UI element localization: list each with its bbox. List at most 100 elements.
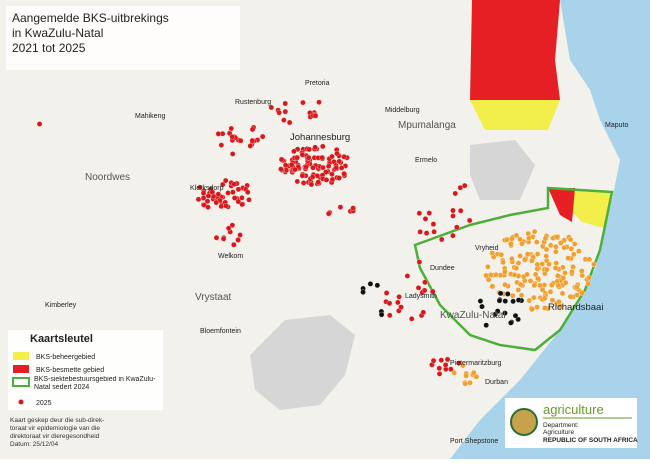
outbreak-dot [220, 236, 227, 242]
outbreak-dot [513, 265, 520, 271]
outbreak-dot [527, 278, 534, 284]
outbreak-dot [461, 182, 468, 189]
outbreak-dot [502, 281, 508, 288]
outbreak-dot [557, 303, 564, 310]
outbreak-dot [282, 108, 289, 115]
outbreak-dot [422, 216, 429, 222]
outbreak-dot [585, 281, 591, 287]
outbreak-dot [555, 282, 561, 289]
outbreak-dot [457, 207, 464, 214]
outbreak-dot [398, 304, 404, 310]
outbreak-dot [500, 259, 506, 266]
outbreak-dot [420, 309, 427, 316]
outbreak-dot [555, 272, 561, 279]
outbreak-dot [524, 271, 530, 278]
title-box [6, 6, 240, 70]
outbreak-dot [549, 297, 556, 303]
outbreak-dot [493, 271, 499, 278]
outbreak-dot [303, 164, 309, 170]
place-label: Maputo [605, 122, 628, 129]
outbreak-dot [576, 248, 582, 254]
outbreak-dot [496, 297, 503, 304]
logo-dept: Department: [543, 422, 579, 429]
outbreak-dot [200, 190, 207, 196]
outbreak-dot [537, 282, 543, 289]
outbreak-dot [338, 165, 345, 171]
outbreak-dot [457, 184, 464, 191]
outbreak-dot [442, 362, 449, 368]
outbreak-dot [276, 109, 282, 116]
credit: Datum: 25/12/04 [10, 441, 58, 448]
outbreak-dot [350, 205, 356, 211]
outbreak-dot [531, 282, 538, 289]
outbreak-dot [387, 312, 393, 319]
outbreak-dot [239, 201, 245, 208]
place-label: Pretoria [305, 80, 330, 87]
outbreak-dot [300, 180, 307, 186]
place-label: Richardsbaai [548, 302, 603, 313]
outbreak-dot [219, 181, 226, 188]
outbreak-dot [586, 274, 592, 281]
outbreak-dot [547, 242, 554, 249]
outbreak-dot [281, 117, 287, 123]
outbreak-dot [456, 360, 462, 366]
outbreak-dot [218, 203, 224, 210]
outbreak-dot [333, 164, 340, 171]
outbreak-dot [509, 235, 515, 242]
outbreak-dot [505, 291, 511, 297]
outbreak-dot [431, 229, 437, 235]
place-label: Vrystaat [195, 292, 232, 303]
credit: Kaart geskep deur die sub-direk- [10, 417, 104, 424]
outbreak-dot [195, 196, 202, 203]
place-label: KwaZulu-Natal [440, 310, 506, 321]
outbreak-dot [249, 137, 256, 144]
outbreak-dot [429, 288, 436, 295]
outbreak-dot [502, 298, 509, 304]
outbreak-dot [473, 374, 480, 380]
lesotho [250, 315, 355, 410]
outbreak-dot [374, 282, 381, 289]
outbreak-dot [205, 204, 211, 210]
outbreak-dot [571, 241, 578, 247]
outbreak-dot [586, 256, 593, 263]
outbreak-dot [509, 292, 516, 299]
legend-swatch [18, 399, 24, 405]
outbreak-dot [229, 222, 236, 228]
outbreak-dot [567, 293, 574, 300]
outbreak-dot [235, 186, 242, 193]
outbreak-dot [525, 230, 531, 237]
place-label: Noordwes [85, 172, 130, 183]
title: in KwaZulu-Natal [12, 26, 103, 40]
outbreak-dot [310, 164, 316, 171]
outbreak-dot [466, 217, 473, 224]
outbreak-dot [222, 177, 229, 184]
outbreak-dot [367, 281, 374, 287]
outbreak-dot [552, 265, 559, 271]
outbreak-dot [378, 311, 385, 318]
outbreak-dot [497, 290, 504, 297]
outbreak-dot [515, 297, 522, 303]
outbreak-dot [237, 137, 244, 144]
place-label: Mpumalanga [398, 120, 456, 131]
outbreak-dot [534, 261, 541, 268]
outbreak-dot [244, 189, 251, 195]
place-label: Durban [485, 379, 508, 386]
outbreak-dot [559, 290, 566, 297]
legend-swatch [12, 377, 30, 387]
outbreak-dot [513, 232, 520, 239]
outbreak-dot [508, 320, 514, 326]
outbreak-dot [517, 253, 523, 259]
place-label: Rustenburg [235, 99, 271, 106]
outbreak-dot [532, 271, 539, 278]
outbreak-dot [450, 232, 456, 239]
outbreak-dot [312, 113, 319, 119]
place-label: Kimberley [45, 302, 77, 309]
outbreak-dot [557, 240, 564, 246]
outbreak-dot [278, 156, 285, 163]
outbreak-dot [404, 273, 411, 279]
outbreak-dot [308, 181, 315, 188]
place-label: Dundee [430, 265, 455, 272]
coat-of-arms [510, 408, 538, 436]
logo-country: REPUBLIC OF SOUTH AFRICA [543, 437, 638, 444]
outbreak-dot [561, 244, 567, 251]
